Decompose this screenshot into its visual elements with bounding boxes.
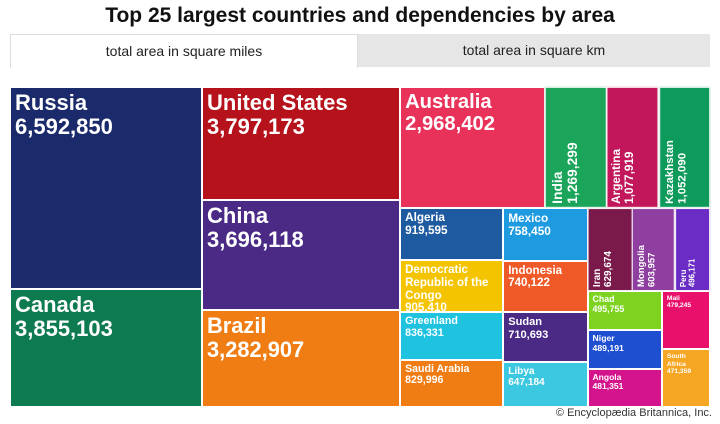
tab-km[interactable]: total area in square km [358, 34, 710, 67]
value-label: 471,359 [666, 368, 692, 376]
value-label: 740,122 [508, 277, 550, 290]
country-name: China [207, 202, 269, 228]
country-name: South Africa [666, 353, 686, 368]
country-tile: Democratic Republic of the Congo 905,410 [400, 260, 504, 312]
country-name: Democratic Republic of the Congo [405, 264, 489, 302]
value-label: 1,052,090 [676, 152, 689, 204]
country-name: Iran [591, 268, 603, 287]
country-name: Libya [508, 365, 535, 377]
value-label: 2,968,402 [405, 113, 496, 136]
country-name: Canada [15, 291, 95, 317]
value-label: 3,696,118 [207, 226, 304, 252]
value-label: 3,282,907 [207, 336, 305, 362]
country-tile: Saudi Arabia 829,996 [400, 359, 504, 407]
country-tile: South Africa 471,359 [661, 349, 710, 407]
treemap: Russia 6,592,850 Canada 3,855,103 United Sta… [10, 87, 710, 407]
country-tile: Libya 647,184 [503, 361, 588, 407]
country-tile: Greenland 836,331 [400, 311, 504, 360]
country-tile: Mongolia 603,957 [632, 207, 675, 291]
value-label: 836,331 [405, 326, 444, 339]
value-label: 710,693 [508, 328, 549, 341]
country-name: Angola [592, 371, 622, 382]
country-tile: Kazakhstan 1,052,090 [658, 87, 710, 208]
country-tile: Niger 489,191 [587, 330, 662, 369]
country-name: Niger [592, 333, 615, 344]
country-name: Australia [405, 91, 492, 113]
country-tile: United States 3,797,173 [202, 87, 401, 200]
country-tile: Angola 481,351 [587, 368, 662, 407]
country-name: Sudan [508, 316, 543, 329]
value-label: 6,592,850 [15, 114, 113, 140]
value-label: 3,855,103 [15, 316, 113, 342]
value-label: 1,269,299 [563, 142, 580, 204]
country-name: Brazil [207, 312, 267, 338]
value-label: 829,996 [405, 374, 444, 387]
country-tile: Mexico 758,450 [503, 207, 588, 261]
country-tile: China 3,696,118 [202, 199, 401, 310]
country-tile: Argentina 1,077,919 [606, 87, 659, 208]
value-label: 481,351 [592, 381, 624, 392]
chart-title: Top 25 largest countries and dependencie… [105, 4, 615, 27]
country-tile: Indonesia 740,122 [503, 260, 588, 313]
value-label: 1,077,919 [623, 151, 637, 204]
country-name: Indonesia [508, 264, 563, 277]
country-name: Greenland [405, 314, 458, 327]
country-tile: Peru 496,171 [674, 207, 710, 291]
value-label: 3,797,173 [207, 114, 305, 140]
country-name: Russia [15, 90, 88, 115]
country-name: Mali [666, 294, 680, 302]
country-tile: Brazil 3,282,907 [202, 309, 401, 407]
value-label: 489,191 [592, 342, 624, 353]
country-name: India [548, 171, 565, 204]
country-tile: India 1,269,299 [544, 87, 607, 208]
value-label: 905,410 [405, 302, 447, 312]
value-label: 758,450 [508, 223, 551, 238]
tab-miles[interactable]: total area in square miles [10, 34, 358, 68]
country-tile: Sudan 710,693 [503, 312, 588, 362]
credit: © Encyclopædia Britannica, Inc. [555, 407, 712, 419]
country-tile: Iran 629,674 [587, 207, 633, 291]
country-tile: Australia 2,968,402 [400, 87, 545, 208]
value-label: 603,957 [646, 252, 658, 287]
country-name: United States [207, 90, 348, 115]
value-label: 496,171 [687, 258, 697, 287]
country-tile: Mali 479,245 [661, 290, 710, 350]
country-name: Chad [592, 293, 615, 304]
country-tile: Algeria 919,595 [400, 207, 504, 261]
value-label: 495,755 [592, 303, 625, 314]
country-name: Algeria [405, 210, 445, 224]
value-label: 479,245 [666, 302, 692, 310]
country-tile: Chad 495,755 [587, 290, 662, 331]
country-tile: Canada 3,855,103 [10, 288, 203, 407]
country-name: Kazakhstan [663, 140, 676, 204]
value-label: 919,595 [405, 223, 448, 237]
country-tile: Russia 6,592,850 [10, 87, 203, 289]
country-name: Mexico [508, 210, 549, 225]
value-label: 629,674 [602, 250, 614, 287]
country-name: Saudi Arabia [405, 362, 470, 375]
value-label: 647,184 [508, 376, 545, 388]
